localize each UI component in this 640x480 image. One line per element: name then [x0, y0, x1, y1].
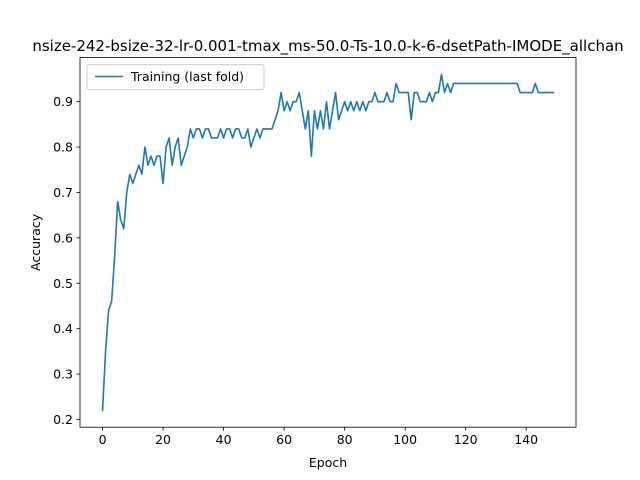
axes-frame: [79, 57, 577, 428]
y-tick-label: 0.5: [53, 276, 73, 291]
series-line-training: [101, 73, 555, 412]
x-tick-label: 140: [514, 432, 538, 447]
y-tick-label: 0.4: [53, 321, 73, 336]
y-tick-label: 0.3: [53, 367, 73, 382]
legend-entry: Training (last fold): [130, 69, 244, 84]
x-axis-label: Epoch: [309, 455, 347, 470]
y-tick-label: 0.9: [53, 94, 73, 109]
y-tick-label: 0.7: [53, 185, 73, 200]
x-tick-label: 60: [276, 432, 292, 447]
x-tick-label: 40: [216, 432, 232, 447]
x-tick-label: 80: [337, 432, 353, 447]
x-axis: 0 20 40 60 80 100 120 140: [99, 427, 538, 447]
legend-box: [86, 64, 265, 91]
x-tick-label: 100: [393, 432, 417, 447]
x-tick-label: 0: [99, 432, 107, 447]
y-tick-label: 0.8: [53, 140, 73, 155]
y-tick-label: 0.2: [53, 412, 73, 427]
chart-title: nsize-242-bsize-32-lr-0.001-tmax_ms-50.0…: [32, 37, 623, 56]
series-layer: [101, 73, 555, 412]
x-tick-label: 120: [454, 432, 478, 447]
y-axis-label: Accuracy: [28, 213, 43, 271]
x-tick-label: 20: [155, 432, 171, 447]
y-tick-label: 0.6: [53, 230, 73, 245]
legend: Training (last fold): [86, 64, 265, 91]
y-axis: 0.2 0.3 0.4 0.5 0.6 0.7 0.8 0.9: [53, 94, 80, 427]
